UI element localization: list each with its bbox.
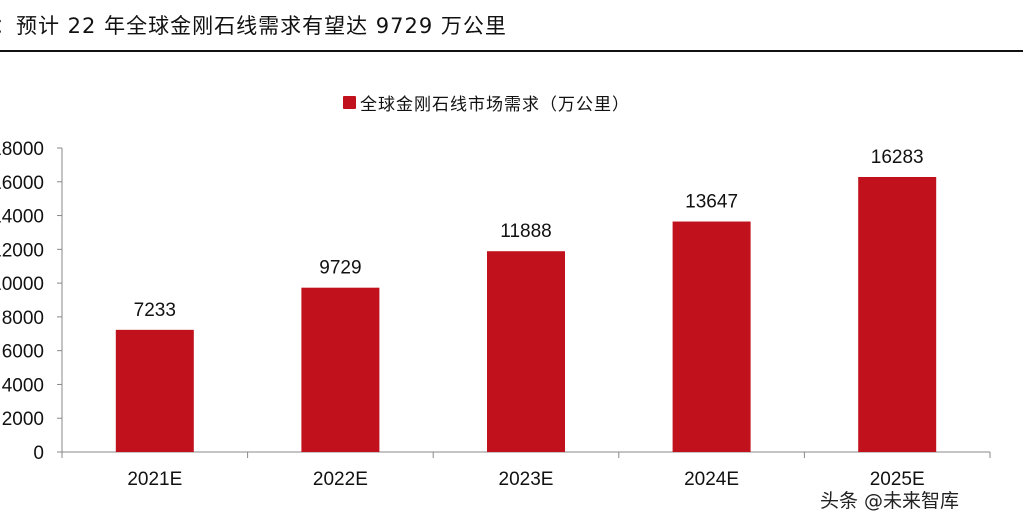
y-tick-label: 0 [33, 443, 44, 464]
legend-swatch [343, 96, 356, 109]
data-label: 9729 [319, 258, 361, 279]
bar [487, 251, 565, 452]
title-divider [0, 50, 1023, 52]
data-label: 7233 [134, 300, 176, 321]
y-tick-label: 4000 [2, 375, 44, 396]
bar [858, 176, 937, 452]
page-title: ：预计 22 年全球金刚石线需求有望达 9729 万公里 [0, 14, 507, 38]
y-tick-label: 14000 [0, 207, 44, 228]
data-label: 13647 [685, 192, 738, 213]
y-tick-label: 6000 [2, 342, 44, 363]
x-tick-label: 2025E [870, 469, 925, 490]
y-tick-label: 10000 [0, 274, 44, 295]
data-label: 16283 [871, 147, 924, 168]
data-label: 11888 [500, 221, 551, 242]
legend-label: 全球金刚石线市场需求（万公里） [360, 95, 630, 115]
x-tick-label: 2022E [313, 469, 368, 490]
legend: 全球金刚石线市场需求（万公里） [343, 90, 630, 115]
x-tick-label: 2024E [684, 469, 739, 490]
y-tick-label: 8000 [2, 308, 44, 329]
bar [301, 287, 380, 452]
x-tick-label: 2021E [127, 469, 182, 490]
x-tick-label: 2023E [499, 469, 554, 490]
y-tick-label: 12000 [0, 240, 44, 261]
bar [115, 329, 194, 452]
y-tick-label: 18000 [0, 139, 44, 160]
bar [672, 221, 751, 452]
y-tick-label: 16000 [0, 173, 44, 194]
watermark: 头条 @未来智库 [820, 490, 960, 512]
y-tick-label: 2000 [2, 409, 44, 430]
